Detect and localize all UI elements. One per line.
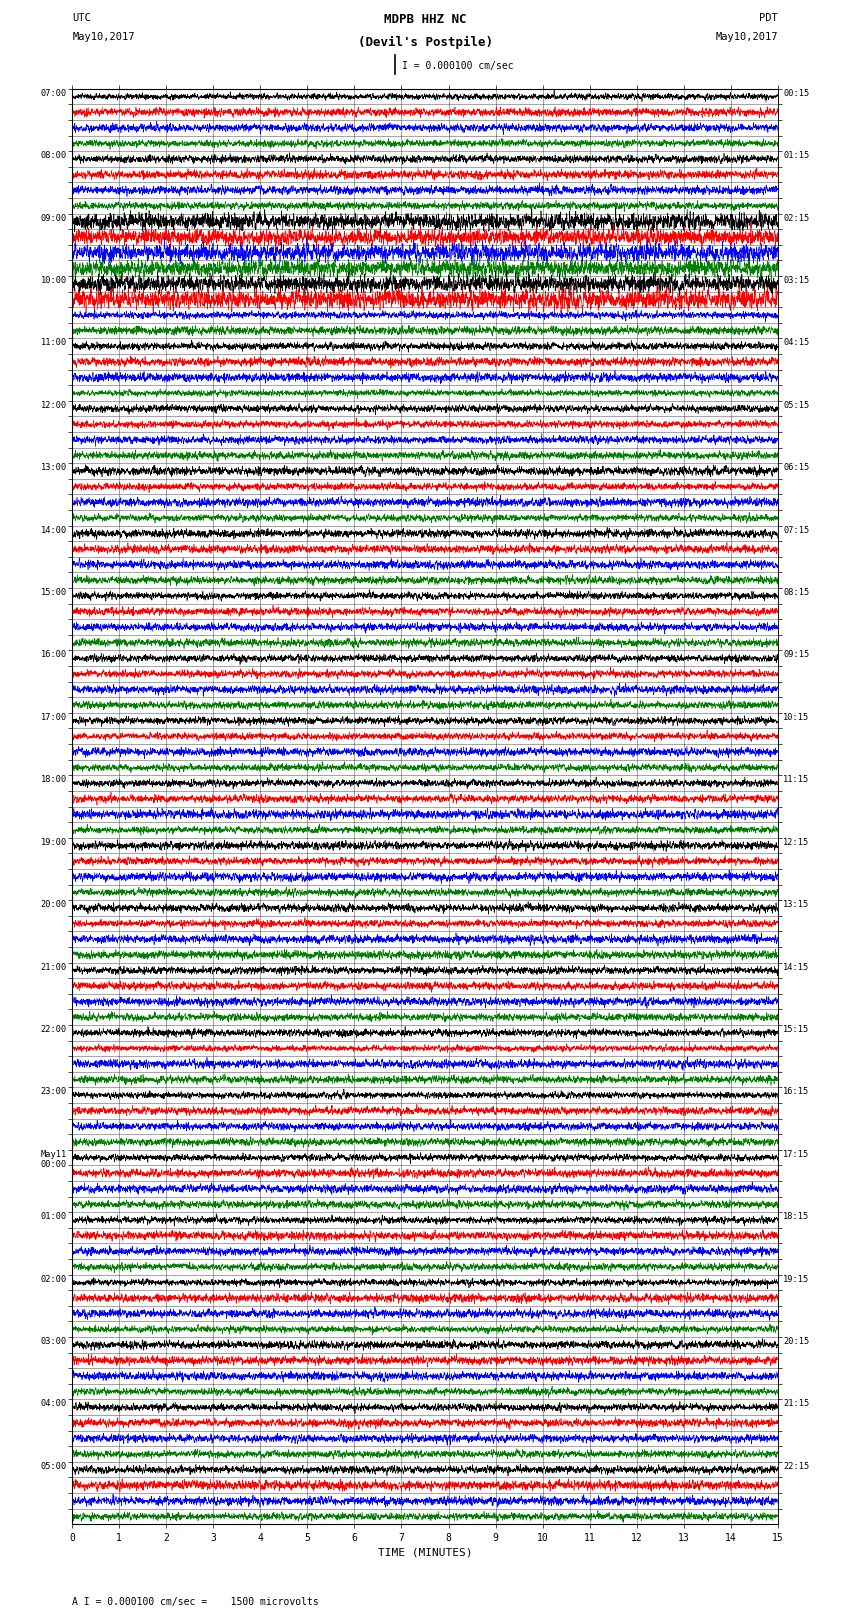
Text: UTC: UTC	[72, 13, 91, 23]
Text: May10,2017: May10,2017	[715, 32, 778, 42]
Text: MDPB HHZ NC: MDPB HHZ NC	[383, 13, 467, 26]
Text: A I = 0.000100 cm/sec =    1500 microvolts: A I = 0.000100 cm/sec = 1500 microvolts	[72, 1597, 319, 1607]
Text: May10,2017: May10,2017	[72, 32, 135, 42]
Text: PDT: PDT	[759, 13, 778, 23]
Text: (Devil's Postpile): (Devil's Postpile)	[358, 35, 492, 48]
X-axis label: TIME (MINUTES): TIME (MINUTES)	[377, 1547, 473, 1558]
Text: I = 0.000100 cm/sec: I = 0.000100 cm/sec	[402, 61, 513, 71]
